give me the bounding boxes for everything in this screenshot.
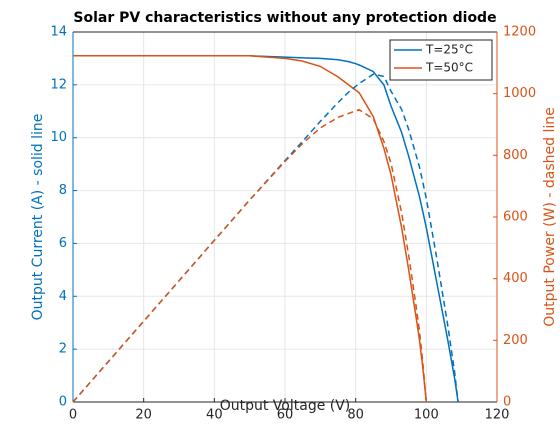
y-tick-label: 12 — [50, 77, 67, 92]
legend-label: T=25°C — [425, 43, 473, 57]
y-tick-label: 10 — [50, 130, 67, 145]
y-tick-label: 8 — [59, 183, 67, 198]
y2-tick-label: 400 — [503, 271, 528, 286]
x-tick-label: 0 — [69, 408, 77, 421]
x-tick-label: 120 — [485, 408, 510, 421]
x-tick-label: 60 — [277, 408, 294, 421]
y2-tick-label: 200 — [503, 333, 528, 348]
y2-tick-label: 1000 — [503, 86, 536, 101]
y-tick-label: 4 — [59, 289, 67, 304]
x-tick-label: 80 — [347, 408, 364, 421]
chart-title: Solar PV characteristics without any pro… — [73, 10, 496, 26]
y2-tick-label: 600 — [503, 210, 528, 225]
y-tick-label: 6 — [59, 236, 67, 251]
y2-tick-label: 0 — [503, 395, 511, 410]
y2-tick-label: 800 — [503, 148, 528, 163]
current-line — [73, 55, 459, 403]
current-line — [73, 55, 428, 403]
x-tick-label: 20 — [135, 408, 152, 421]
power-line — [72, 108, 428, 403]
legend-box — [389, 39, 493, 81]
legend-label: T=50°C — [425, 61, 473, 75]
y-tick-label: 2 — [59, 342, 67, 357]
y-tick-label: 14 — [50, 25, 67, 40]
y2-tick-label: 1200 — [503, 25, 536, 40]
x-tick-label: 40 — [206, 408, 223, 421]
y2-axis-label: Output Power (W) - dashed line — [542, 107, 558, 326]
y-axis-label: Output Current (A) - solid line — [30, 114, 46, 321]
y-tick-label: 0 — [59, 395, 67, 410]
x-tick-label: 100 — [414, 408, 439, 421]
